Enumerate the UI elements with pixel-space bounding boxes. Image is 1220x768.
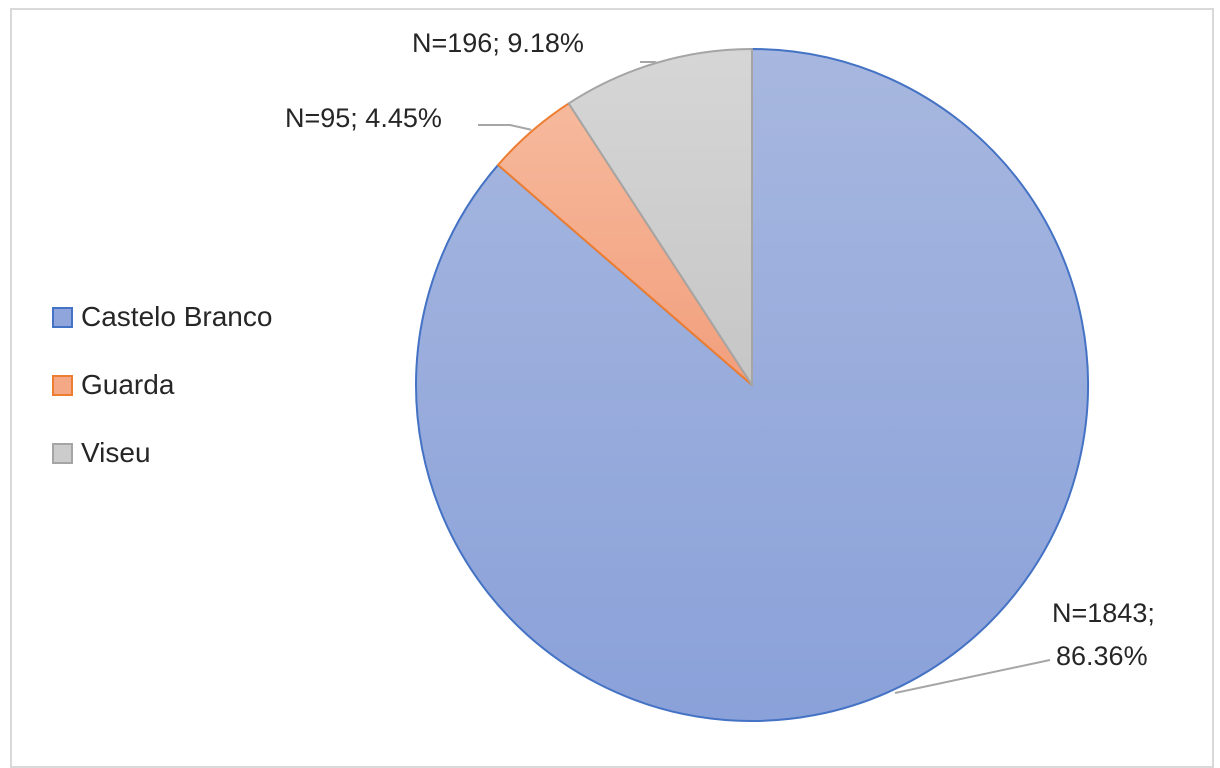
- legend-item-viseu: Viseu: [52, 436, 272, 470]
- data-label-castelo-branco-n: N=1843;: [1052, 598, 1155, 628]
- legend-item-guarda: Guarda: [52, 368, 272, 402]
- leader-line-guarda: [478, 124, 532, 131]
- data-label-viseu: N=196; 9.18%: [412, 28, 584, 58]
- data-label-guarda: N=95; 4.45%: [285, 103, 442, 133]
- legend-swatch-guarda: [52, 374, 73, 396]
- leader-line-viseu: [640, 61, 657, 64]
- pie-slice-castelo-branco: [415, 48, 1089, 722]
- pie-slice-viseu: [567, 48, 753, 386]
- legend-label-viseu: Viseu: [81, 437, 151, 468]
- leader-line-castelo-branco: [894, 659, 1051, 694]
- legend-swatch-viseu: [52, 442, 73, 464]
- legend-label-castelo-branco: Castelo Branco: [81, 301, 273, 332]
- data-label-castelo-branco-pct: 86.36%: [1056, 641, 1148, 671]
- legend-label-guarda: Guarda: [81, 369, 175, 400]
- legend-swatch-castelo-branco: [52, 306, 73, 328]
- legend: Castelo Branco Guarda Viseu: [52, 300, 272, 504]
- legend-item-castelo-branco: Castelo Branco: [52, 300, 272, 334]
